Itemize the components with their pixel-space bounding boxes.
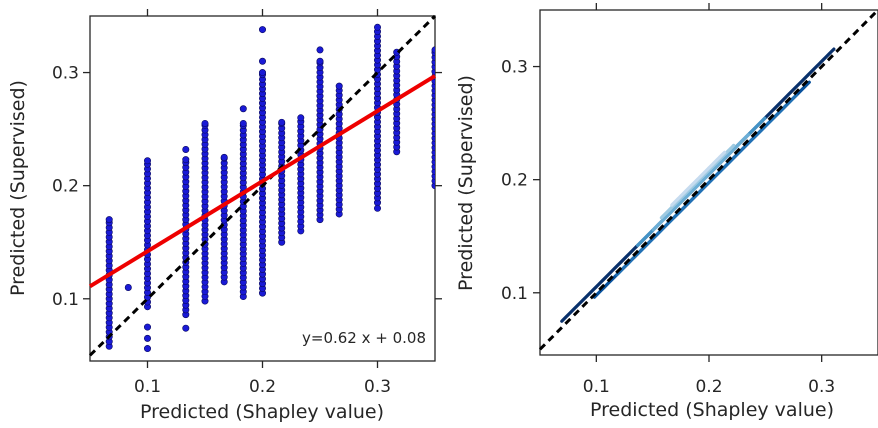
contour-y-axis-label: Predicted (Supervised) bbox=[455, 75, 477, 291]
contour-y-tick-labels: 0.1 0.2 0.3 bbox=[501, 58, 528, 304]
scatter-regression-line bbox=[88, 74, 437, 289]
contour-x-tick-label: 0.2 bbox=[695, 377, 722, 397]
scatter-point bbox=[144, 157, 152, 165]
scatter-y-tick-label: 0.3 bbox=[52, 64, 79, 84]
regression-equation-annotation: y=0.62 x + 0.08 bbox=[302, 329, 426, 347]
scatter-point bbox=[105, 216, 113, 224]
scatter-point bbox=[144, 323, 152, 331]
scatter-x-axis-label: Predicted (Shapley value) bbox=[140, 401, 384, 423]
scatter-point bbox=[316, 46, 324, 54]
scatter-y-tick-label: 0.1 bbox=[52, 290, 79, 310]
contour-y-tick-label: 0.3 bbox=[501, 58, 528, 78]
scatter-point bbox=[182, 145, 190, 153]
contour-level-line bbox=[651, 133, 750, 232]
scatter-point bbox=[144, 345, 152, 353]
contour-x-tick-label: 0.3 bbox=[808, 377, 835, 397]
contour-y-tick-label: 0.2 bbox=[501, 171, 528, 191]
scatter-point bbox=[431, 46, 435, 54]
scatter-y-axis-label: Predicted (Supervised) bbox=[7, 80, 29, 296]
scatter-point bbox=[297, 114, 305, 122]
contour-tick-marks bbox=[533, 3, 823, 362]
scatter-identity-line bbox=[88, 14, 437, 357]
scatter-point bbox=[182, 156, 190, 164]
kde-contour-levels bbox=[560, 47, 836, 323]
scatter-point bbox=[182, 324, 190, 332]
scatter-x-tick-labels: 0.1 0.2 0.3 bbox=[134, 377, 391, 397]
scatter-point bbox=[220, 153, 228, 161]
scatter-point bbox=[258, 26, 266, 34]
scatter-point bbox=[335, 82, 343, 90]
contour-x-tick-labels: 0.1 0.2 0.3 bbox=[583, 377, 835, 397]
contour-level-line bbox=[670, 150, 727, 207]
scatter-point bbox=[239, 105, 247, 113]
scatter-point bbox=[258, 69, 266, 77]
contour-level-line bbox=[615, 93, 798, 277]
scatter-point bbox=[144, 334, 152, 342]
scatter-point bbox=[124, 283, 132, 291]
scatter-point bbox=[201, 119, 209, 127]
scatter-point bbox=[239, 119, 247, 127]
scatter-point bbox=[278, 118, 286, 126]
scatter-x-tick-label: 0.2 bbox=[249, 377, 276, 397]
scatter-point bbox=[258, 57, 266, 65]
kde-contour-panel: 0.1 0.2 0.3 0.1 0.2 0.3 Predicted (Shapl… bbox=[455, 3, 878, 421]
scatter-panel: 0.1 0.2 0.3 0.1 0.2 0.3 y=0.62 x + 0.08 … bbox=[7, 9, 442, 423]
contour-y-tick-label: 0.1 bbox=[501, 284, 528, 304]
scatter-x-tick-label: 0.1 bbox=[134, 377, 161, 397]
scatter-y-tick-labels: 0.1 0.2 0.3 bbox=[52, 64, 79, 310]
contour-x-axis-label: Predicted (Shapley value) bbox=[590, 399, 834, 421]
scatter-x-tick-label: 0.3 bbox=[364, 377, 391, 397]
scatter-tick-marks bbox=[83, 9, 442, 368]
scatter-y-tick-label: 0.2 bbox=[52, 177, 79, 197]
contour-x-tick-label: 0.1 bbox=[583, 377, 610, 397]
scatter-points bbox=[105, 23, 435, 353]
scatter-point bbox=[316, 57, 324, 65]
scatter-point bbox=[373, 23, 381, 31]
contour-identity-line bbox=[538, 8, 878, 351]
scatter-point bbox=[373, 204, 381, 212]
